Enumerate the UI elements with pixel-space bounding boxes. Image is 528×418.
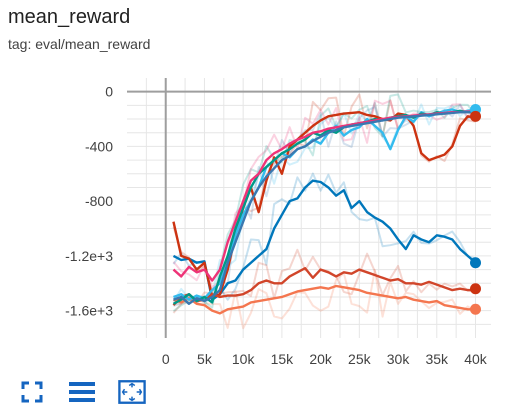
series-end-marker[interactable] — [470, 257, 482, 269]
y-tick-label: -1.6e+3 — [65, 303, 113, 319]
raw-series-line — [172, 93, 477, 312]
x-tick-label: 30k — [387, 351, 411, 367]
toggle-data-table-button[interactable] — [68, 378, 96, 406]
series-line[interactable] — [173, 111, 476, 305]
axes — [127, 78, 491, 338]
y-tick-label: -800 — [85, 193, 113, 209]
series-layer — [172, 108, 477, 315]
x-tick-label: 35k — [425, 351, 449, 367]
chart-title: mean_reward — [8, 6, 131, 28]
series-end-marker[interactable] — [470, 110, 482, 122]
end-marker-layer — [470, 103, 482, 315]
chart-tag: tag: eval/mean_reward — [8, 36, 151, 52]
x-tick-label: 5k — [197, 351, 213, 367]
series-line[interactable] — [172, 111, 476, 299]
series-end-marker[interactable] — [470, 303, 482, 315]
series-line[interactable] — [173, 284, 476, 315]
chart-toolbar — [18, 378, 146, 406]
y-tick-label: -1.2e+3 — [65, 248, 113, 264]
x-tick-label: 10k — [232, 351, 256, 367]
y-tick-label: 0 — [105, 84, 113, 100]
x-tick-label: 25k — [348, 351, 372, 367]
y-tick-label: -400 — [85, 138, 113, 154]
x-tick-label: 0 — [162, 351, 170, 367]
series-end-marker[interactable] — [470, 283, 482, 295]
x-tick-label: 15k — [271, 351, 295, 367]
x-tick-label: 40k — [464, 351, 488, 367]
x-tick-label: 20k — [309, 351, 333, 367]
fit-domain-button[interactable] — [118, 378, 146, 406]
fullscreen-icon — [21, 381, 43, 403]
fullscreen-button[interactable] — [18, 378, 46, 406]
series-line[interactable] — [172, 267, 476, 306]
raw-series-line — [173, 268, 477, 330]
toggle-data-table-icon — [69, 382, 95, 402]
raw-series-line — [172, 172, 476, 302]
fit-domain-icon — [118, 380, 146, 404]
chart-plot[interactable]: 0 -400 -800 -1.2e+3 -1.6e+3 0 5k 10k 15k 20k 25k 30… — [0, 0, 528, 372]
series-line[interactable] — [172, 179, 477, 301]
tick-labels: 0 -400 -800 -1.2e+3 -1.6e+3 0 5k 10k 15k 20k 25k 30… — [65, 84, 488, 367]
